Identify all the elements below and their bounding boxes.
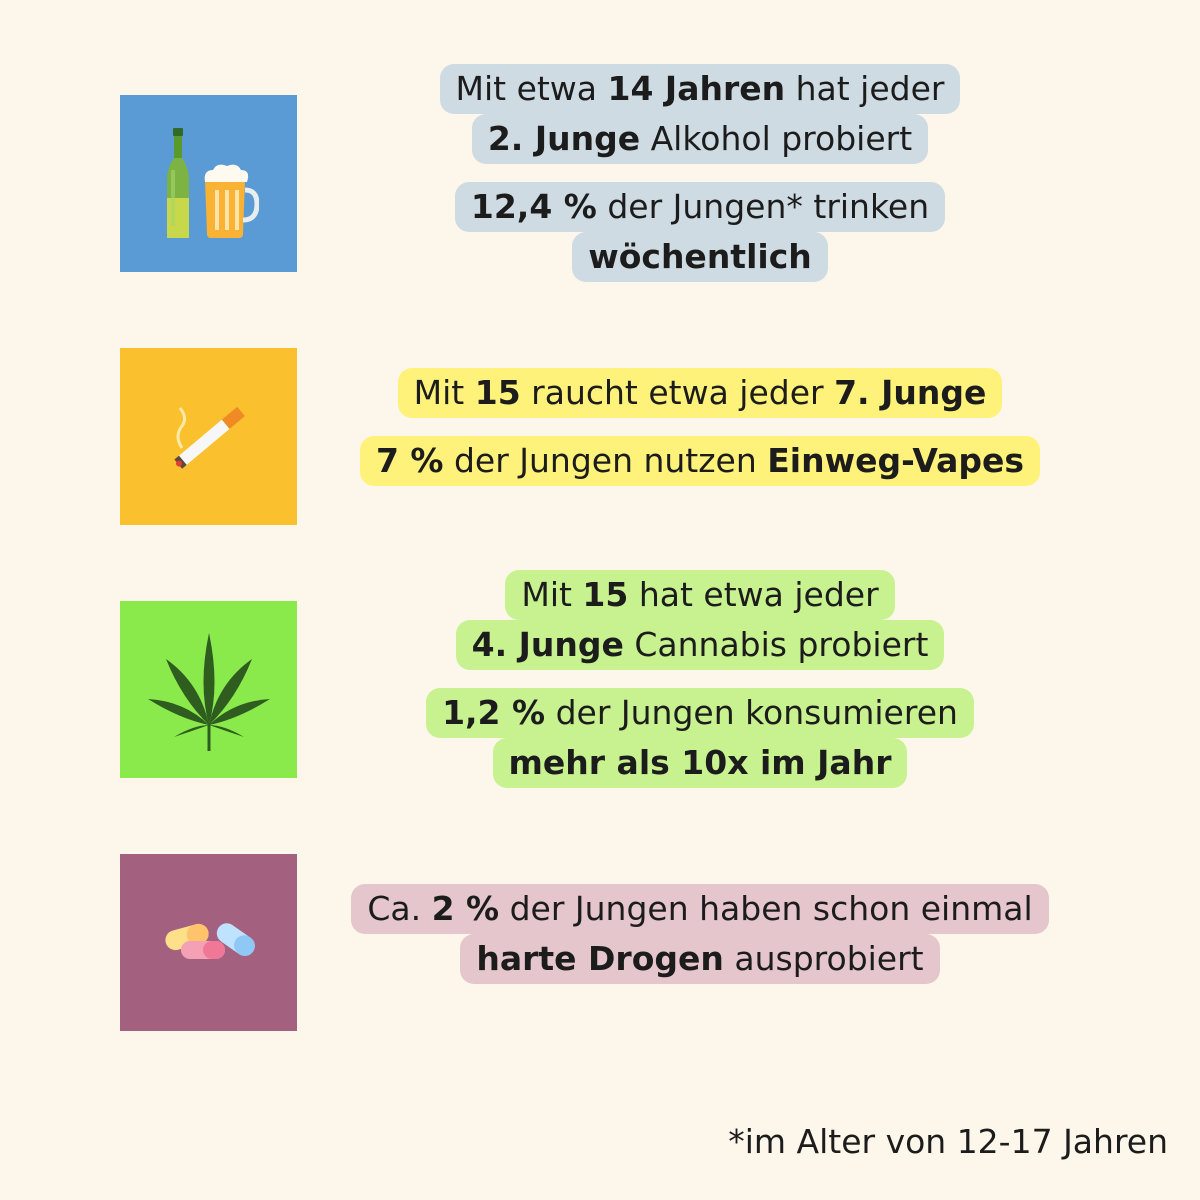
tobacco-icon-box bbox=[120, 348, 297, 525]
cannabis-leaf-icon bbox=[147, 632, 270, 751]
drugs-line-2: harte Drogen ausprobiert bbox=[460, 934, 940, 984]
alcohol-line-4: wöchentlich bbox=[572, 232, 828, 282]
cannabis-line-3: 1,2 % der Jungen konsumieren bbox=[426, 688, 974, 738]
drugs-line-1: Ca. 2 % der Jungen haben schon einmal bbox=[351, 884, 1049, 934]
cannabis-line-4: mehr als 10x im Jahr bbox=[492, 738, 908, 788]
cannabis-line-2: 4. Junge Cannabis probiert bbox=[455, 620, 945, 670]
cigarette-icon bbox=[173, 406, 245, 469]
tobacco-line-1: Mit 15 raucht etwa jeder 7. Junge bbox=[397, 368, 1003, 418]
pills-icon bbox=[164, 922, 255, 959]
alcohol-line-3: 12,4 % der Jungen* trinken bbox=[454, 182, 946, 232]
drugs-text: Ca. 2 % der Jungen haben schon einmal ha… bbox=[320, 884, 1080, 984]
drugs-icon-box bbox=[120, 854, 297, 1031]
tobacco-line-2: 7 % der Jungen nutzen Einweg-Vapes bbox=[359, 436, 1041, 486]
alcohol-text: Mit etwa 14 Jahren hat jeder 2. Junge Al… bbox=[320, 64, 1080, 282]
beer-bottle-and-mug-icon bbox=[166, 127, 259, 238]
cannabis-icon-box bbox=[120, 601, 297, 778]
cannabis-line-1: Mit 15 hat etwa jeder bbox=[505, 570, 895, 620]
cannabis-text: Mit 15 hat etwa jeder 4. Junge Cannabis … bbox=[320, 570, 1080, 788]
alcohol-icon-box bbox=[120, 95, 297, 272]
alcohol-line-1: Mit etwa 14 Jahren hat jeder bbox=[439, 64, 961, 114]
footnote: *im Alter von 12-17 Jahren bbox=[728, 1122, 1168, 1161]
tobacco-text: Mit 15 raucht etwa jeder 7. Junge 7 % de… bbox=[320, 368, 1080, 486]
alcohol-line-2: 2. Junge Alkohol probiert bbox=[471, 114, 929, 164]
